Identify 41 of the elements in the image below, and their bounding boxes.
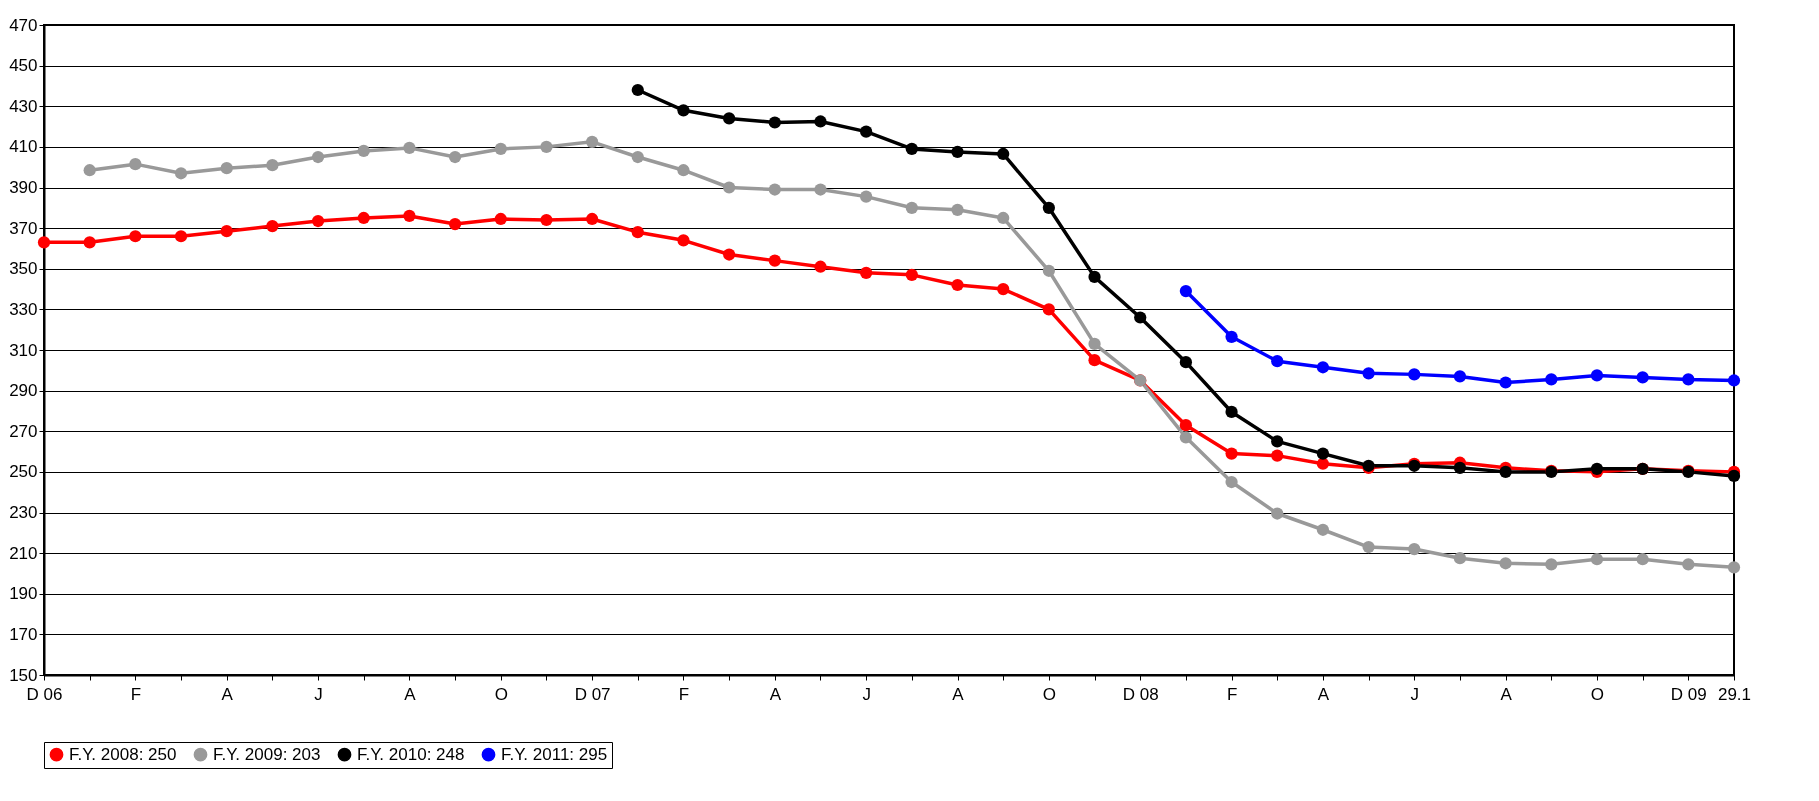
- y-tick-label: 450: [9, 56, 38, 76]
- x-tick-label: A: [952, 684, 965, 704]
- y-tick-label: 370: [9, 218, 38, 238]
- x-tick-label: O: [1042, 684, 1056, 704]
- x-tick-label: A: [1317, 684, 1330, 704]
- y-tick-label: 270: [9, 421, 38, 441]
- legend-label: F.Y. 2009: 203: [213, 744, 321, 764]
- y-tick-label: 350: [9, 259, 38, 279]
- y-tick-label: 330: [9, 299, 38, 319]
- x-tick-label: D 06: [26, 684, 63, 704]
- x-tick-label: F: [130, 684, 142, 704]
- x-tick-label: A: [1500, 684, 1513, 704]
- y-tick-label: 150: [9, 665, 38, 685]
- y-tick-label: 290: [9, 381, 38, 401]
- x-tick-label: D 08: [1122, 684, 1159, 704]
- y-tick-label: 170: [9, 624, 38, 644]
- x-tick-label: J: [314, 684, 323, 704]
- y-tick-label: 310: [9, 340, 38, 360]
- x-tick-label: A: [404, 684, 417, 704]
- y-tick-label: 210: [9, 543, 38, 563]
- x-tick-label: A: [221, 684, 234, 704]
- x-tick-label: J: [1410, 684, 1420, 704]
- legend-label: F.Y. 2010: 248: [357, 744, 465, 764]
- x-tick-label: 29.1: [1717, 684, 1752, 704]
- y-tick-label: 390: [9, 178, 38, 197]
- x-tick-label: J: [862, 684, 871, 704]
- x-tick-label: D 07: [574, 684, 611, 704]
- y-tick-label: 250: [9, 462, 38, 482]
- x-tick-label: O: [1590, 684, 1605, 704]
- x-tick-label: A: [769, 684, 782, 704]
- y-tick-label: 190: [9, 584, 38, 604]
- y-tick-label: 410: [9, 137, 38, 157]
- y-tick-label: 230: [9, 503, 38, 522]
- y-tick-label: 470: [9, 15, 38, 35]
- x-tick-label: O: [494, 684, 508, 704]
- y-tick-label: 430: [9, 96, 38, 116]
- x-tick-label: D 09: [1670, 684, 1707, 704]
- x-tick-label: F: [1226, 684, 1238, 704]
- legend-label: F.Y. 2011: 295: [501, 744, 608, 764]
- x-tick-label: F: [678, 684, 690, 704]
- legend-label: F.Y. 2008: 250: [69, 744, 177, 764]
